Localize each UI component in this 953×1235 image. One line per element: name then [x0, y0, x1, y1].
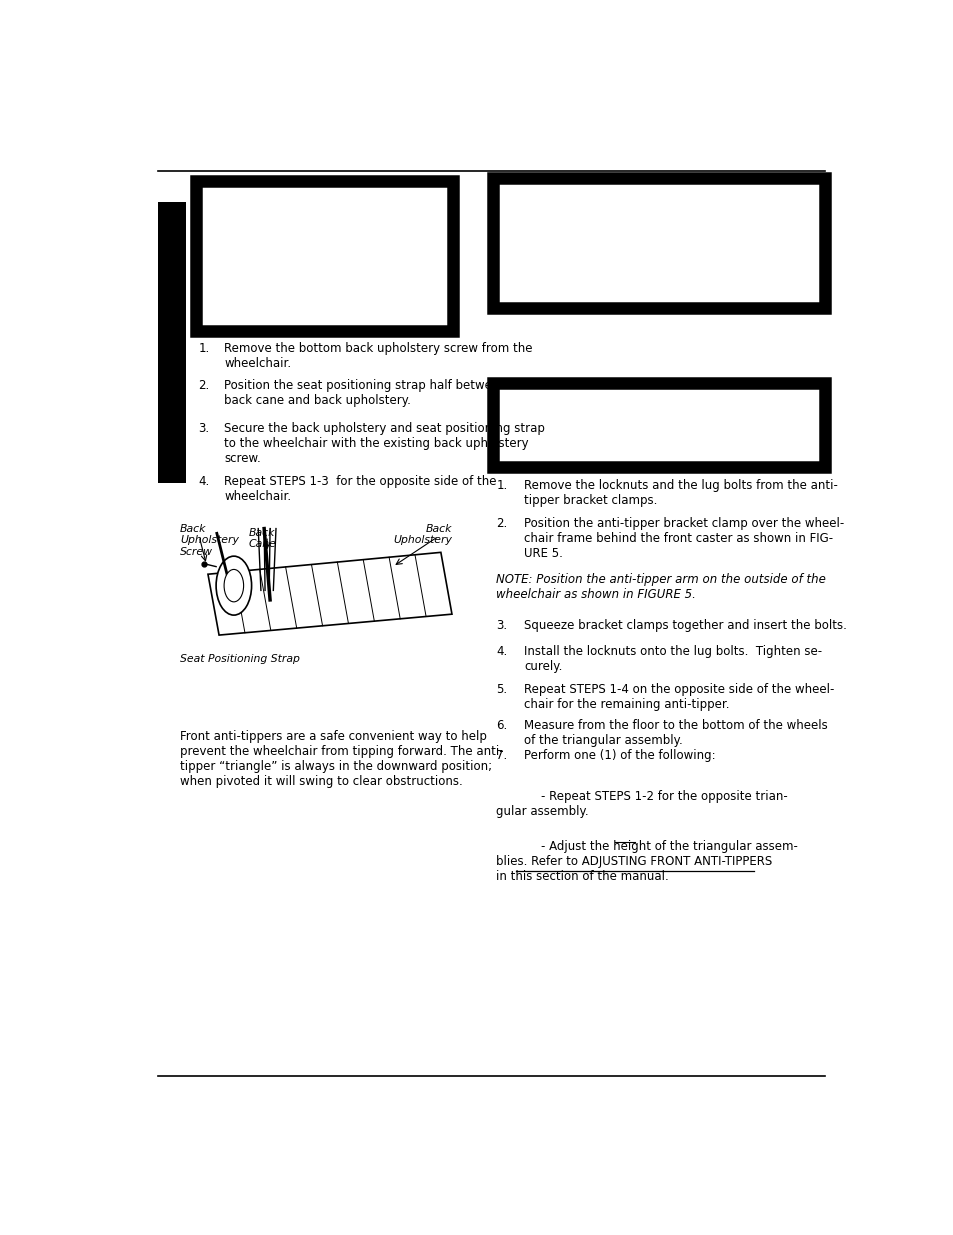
Text: 4.: 4.	[496, 645, 507, 657]
Text: Secure the back upholstery and seat positioning strap
to the wheelchair with the: Secure the back upholstery and seat posi…	[224, 422, 544, 466]
Text: Squeeze bracket clamps together and insert the bolts.: Squeeze bracket clamps together and inse…	[524, 619, 846, 632]
Text: NOTE: Position the anti-tipper arm on the outside of the
wheelchair as shown in : NOTE: Position the anti-tipper arm on th…	[496, 573, 825, 601]
Text: Back
Upholstery: Back Upholstery	[393, 524, 452, 546]
Text: 7.: 7.	[496, 750, 507, 762]
Text: Measure from the floor to the bottom of the wheels
of the triangular assembly.: Measure from the floor to the bottom of …	[524, 719, 827, 747]
Text: Back
Cane: Back Cane	[249, 527, 276, 550]
Text: Repeat STEPS 1-4 on the opposite side of the wheel-
chair for the remaining anti: Repeat STEPS 1-4 on the opposite side of…	[524, 683, 834, 710]
Ellipse shape	[224, 569, 243, 601]
Text: - Repeat STEPS 1-2 for the opposite trian-
gular assembly.: - Repeat STEPS 1-2 for the opposite tria…	[496, 790, 787, 818]
Text: 2.: 2.	[496, 517, 507, 530]
Text: 5.: 5.	[496, 683, 507, 695]
Text: Remove the bottom back upholstery screw from the
wheelchair.: Remove the bottom back upholstery screw …	[224, 342, 532, 370]
Text: 4.: 4.	[198, 475, 210, 488]
Text: Install the locknuts onto the lug bolts.  Tighten se-
curely.: Install the locknuts onto the lug bolts.…	[524, 645, 821, 673]
Text: 1.: 1.	[496, 479, 507, 492]
Bar	[196, 180, 453, 331]
Bar	[493, 178, 824, 308]
Text: 1.: 1.	[198, 342, 210, 356]
Text: Repeat STEPS 1-3  for the opposite side of the
wheelchair.: Repeat STEPS 1-3 for the opposite side o…	[224, 475, 497, 504]
Text: Position the seat positioning strap half between the
back cane and back upholste: Position the seat positioning strap half…	[224, 379, 530, 408]
Text: Perform one (1) of the following:: Perform one (1) of the following:	[524, 750, 716, 762]
Text: - Adjust the height of the triangular assem-
blies. Refer to ADJUSTING FRONT ANT: - Adjust the height of the triangular as…	[496, 841, 798, 883]
Bar	[157, 203, 186, 483]
Text: 2.: 2.	[198, 379, 210, 393]
Bar	[493, 383, 824, 467]
Text: 6.: 6.	[496, 719, 507, 732]
Polygon shape	[208, 552, 452, 635]
Text: Back
Upholstery
Screw: Back Upholstery Screw	[180, 524, 238, 557]
Text: 3.: 3.	[496, 619, 507, 632]
Ellipse shape	[216, 556, 252, 615]
Text: Front anti-tippers are a safe convenient way to help
prevent the wheelchair from: Front anti-tippers are a safe convenient…	[180, 730, 503, 788]
Text: Seat Positioning Strap: Seat Positioning Strap	[180, 655, 299, 664]
Text: Position the anti-tipper bracket clamp over the wheel-
chair frame behind the fr: Position the anti-tipper bracket clamp o…	[524, 517, 843, 561]
Text: Remove the locknuts and the lug bolts from the anti-
tipper bracket clamps.: Remove the locknuts and the lug bolts fr…	[524, 479, 838, 508]
Text: 3.: 3.	[198, 422, 210, 435]
